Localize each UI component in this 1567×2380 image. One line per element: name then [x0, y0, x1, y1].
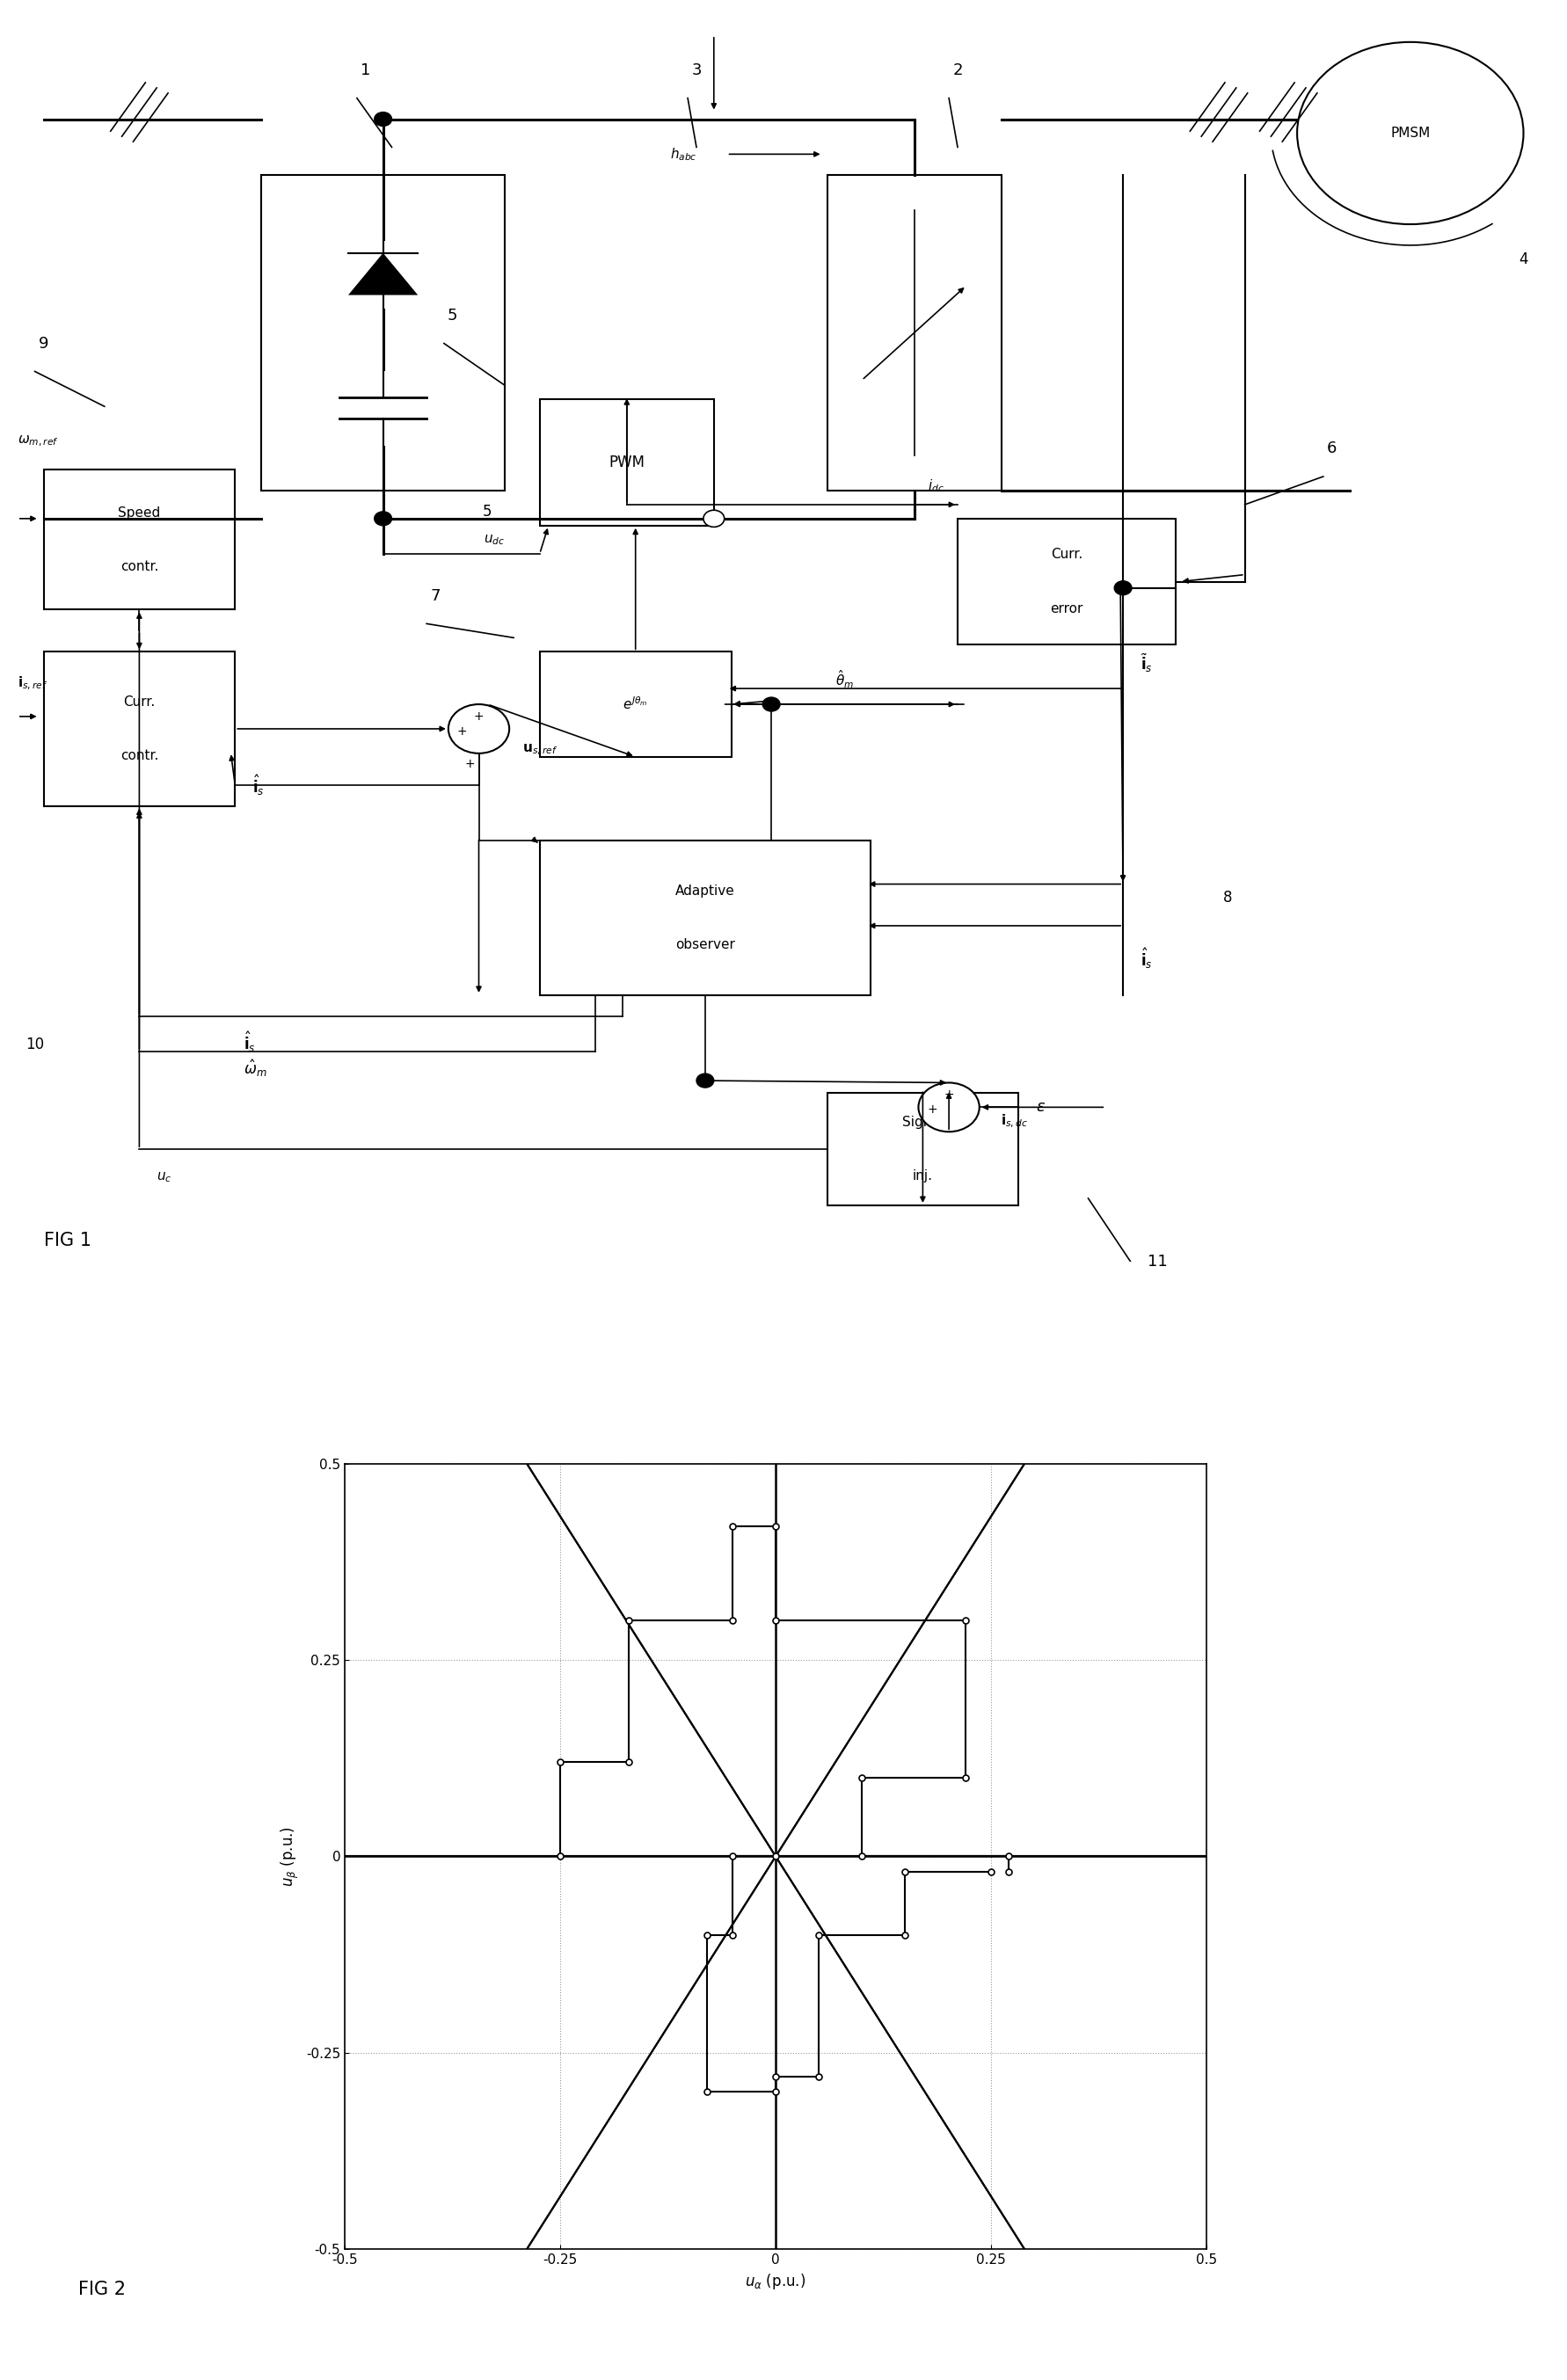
- Circle shape: [375, 112, 392, 126]
- Text: $e^{J\theta_m}$: $e^{J\theta_m}$: [624, 695, 649, 712]
- Bar: [827, 1092, 1019, 1204]
- Text: $\mathbf{u}_{s,ref}$: $\mathbf{u}_{s,ref}$: [522, 743, 558, 757]
- X-axis label: $u_{\alpha}$ (p.u.): $u_{\alpha}$ (p.u.): [746, 2271, 805, 2292]
- Text: FIG 1: FIG 1: [44, 1230, 91, 1250]
- Bar: [539, 840, 871, 995]
- Text: $\hat{\mathbf{i}}_s$: $\hat{\mathbf{i}}_s$: [252, 774, 265, 797]
- Text: error: error: [1050, 602, 1083, 614]
- Text: $u_{dc}$: $u_{dc}$: [484, 533, 505, 547]
- Circle shape: [375, 512, 392, 526]
- Text: $\hat{\mathbf{i}}_s$: $\hat{\mathbf{i}}_s$: [1141, 947, 1152, 971]
- Text: 8: 8: [1222, 890, 1232, 907]
- Bar: [957, 519, 1175, 645]
- Text: 2: 2: [953, 62, 962, 79]
- Text: 9: 9: [39, 336, 49, 352]
- Text: 11: 11: [1149, 1254, 1167, 1269]
- Text: 10: 10: [25, 1035, 44, 1052]
- Text: Curr.: Curr.: [124, 695, 155, 709]
- Text: Adaptive: Adaptive: [675, 885, 735, 897]
- Text: contr.: contr.: [121, 559, 158, 574]
- Text: $\tilde{\mathbf{i}}_s$: $\tilde{\mathbf{i}}_s$: [1141, 652, 1152, 674]
- Text: +: +: [928, 1104, 937, 1116]
- Text: +: +: [458, 726, 467, 738]
- Text: Speed: Speed: [118, 507, 160, 519]
- Text: 5: 5: [448, 307, 458, 324]
- Text: 6: 6: [1327, 440, 1337, 457]
- Polygon shape: [348, 252, 418, 295]
- Text: FIG 2: FIG 2: [78, 2280, 125, 2299]
- Text: 3: 3: [691, 62, 702, 79]
- Text: PWM: PWM: [608, 455, 646, 471]
- Text: $\omega_{m,ref}$: $\omega_{m,ref}$: [17, 433, 58, 447]
- Text: 4: 4: [1518, 252, 1528, 267]
- Text: 7: 7: [431, 588, 440, 605]
- Text: 5: 5: [483, 505, 492, 519]
- Text: $h_{abc}$: $h_{abc}$: [671, 145, 697, 162]
- Text: inj.: inj.: [912, 1169, 932, 1183]
- Text: $u_c$: $u_c$: [157, 1171, 172, 1185]
- Text: 1: 1: [360, 62, 371, 79]
- Text: +: +: [473, 709, 484, 724]
- Circle shape: [763, 697, 780, 712]
- Bar: [262, 176, 505, 490]
- Text: $\hat{\theta}_m$: $\hat{\theta}_m$: [835, 669, 854, 690]
- Bar: [539, 400, 715, 526]
- Circle shape: [1297, 43, 1523, 224]
- Text: $\mathbf{i}_{s,ref}$: $\mathbf{i}_{s,ref}$: [17, 676, 47, 693]
- Text: $\hat{\omega}_m$: $\hat{\omega}_m$: [244, 1059, 266, 1078]
- Text: +: +: [943, 1088, 954, 1102]
- Bar: [539, 652, 732, 757]
- Text: +: +: [465, 757, 475, 771]
- Text: Curr.: Curr.: [1050, 547, 1083, 562]
- Bar: [44, 469, 235, 609]
- Bar: [44, 652, 235, 807]
- Text: $i_{dc}$: $i_{dc}$: [928, 478, 943, 495]
- Text: Signal: Signal: [903, 1116, 943, 1128]
- Text: $\hat{\mathbf{i}}_s$: $\hat{\mathbf{i}}_s$: [244, 1031, 255, 1054]
- Circle shape: [704, 509, 724, 526]
- Circle shape: [696, 1073, 715, 1088]
- Circle shape: [918, 1083, 979, 1133]
- Bar: [827, 176, 1001, 490]
- Circle shape: [1114, 581, 1131, 595]
- Text: PMSM: PMSM: [1390, 126, 1431, 140]
- Text: contr.: contr.: [121, 750, 158, 762]
- Text: $\mathbf{i}_{s,dc}$: $\mathbf{i}_{s,dc}$: [1001, 1114, 1028, 1130]
- Text: observer: observer: [675, 938, 735, 952]
- Y-axis label: $u_{\beta}$ (p.u.): $u_{\beta}$ (p.u.): [280, 1825, 301, 1887]
- Text: $\varepsilon$: $\varepsilon$: [1036, 1100, 1045, 1116]
- Circle shape: [448, 704, 509, 754]
